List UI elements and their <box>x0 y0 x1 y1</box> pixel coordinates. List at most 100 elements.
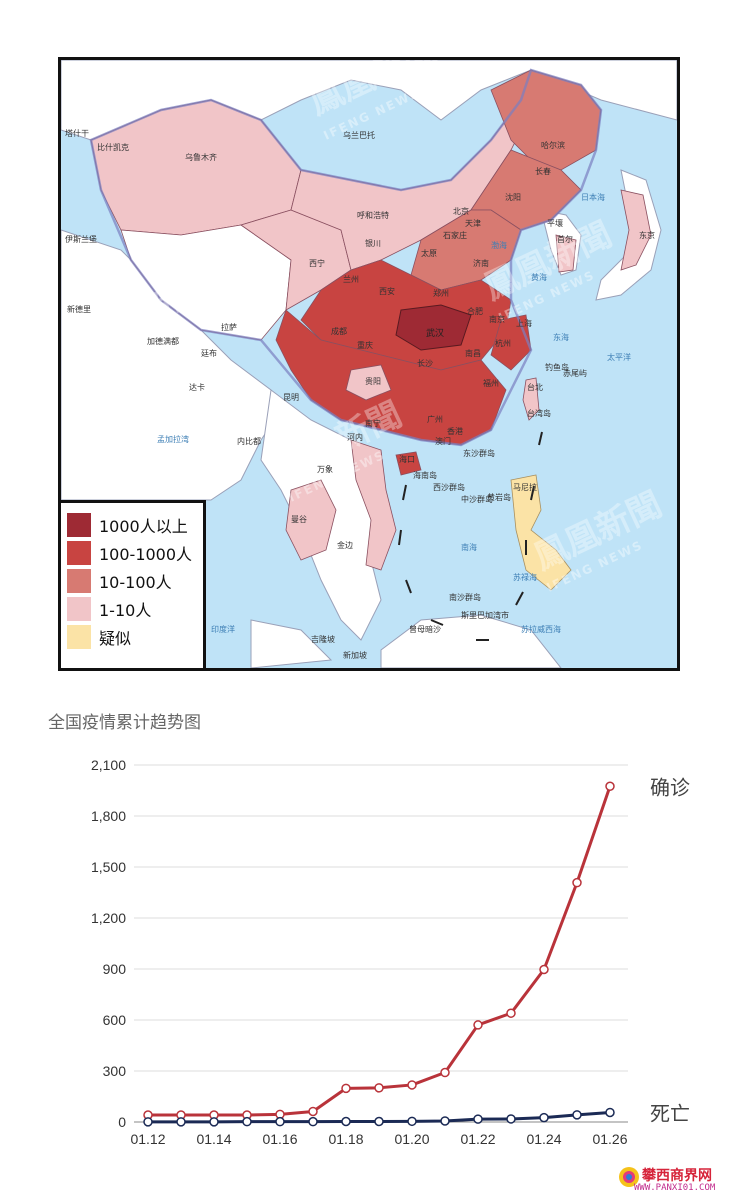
y-tick-label: 1,800 <box>91 808 126 824</box>
epidemic-map: 鳳凰新聞 IFENG NEWS 鳳凰新聞 IFENG NEWS 鳳凰新聞 IFE… <box>58 57 680 671</box>
region-japan-case <box>620 189 652 271</box>
city-label: 塔什干 <box>65 128 89 138</box>
city-label: 贵阳 <box>365 376 381 386</box>
region-philippines <box>510 474 572 591</box>
legend-swatch <box>67 513 91 537</box>
city-label: 曾母暗沙 <box>409 624 441 634</box>
city-label: 长春 <box>535 166 551 176</box>
city-label: 南宁 <box>365 418 381 428</box>
city-label: 澳门 <box>435 436 451 446</box>
city-label: 东沙群岛 <box>463 448 495 458</box>
sea-label: 印度洋 <box>211 624 235 634</box>
series-label-confirmed: 确诊 <box>650 775 690 799</box>
data-point <box>539 964 549 975</box>
map-canvas: 鳳凰新聞 IFENG NEWS 鳳凰新聞 IFENG NEWS 鳳凰新聞 IFE… <box>61 60 677 668</box>
data-point <box>176 1117 186 1127</box>
data-point <box>374 1116 384 1127</box>
city-label: 伊斯兰堡 <box>65 234 97 244</box>
city-label: 西宁 <box>309 258 325 268</box>
city-label: 广州 <box>427 414 443 424</box>
city-label: 济南 <box>473 258 489 268</box>
city-label: 赤尾屿 <box>563 369 587 378</box>
city-label: 东京 <box>639 230 655 240</box>
x-tick-label: 01.20 <box>394 1131 429 1147</box>
city-label: 马尼拉 <box>513 482 537 492</box>
x-tick-label: 01.24 <box>526 1131 561 1147</box>
city-label: 吉隆坡 <box>311 634 335 644</box>
city-label: 福州 <box>483 379 499 388</box>
legend-item: 100-1000人 <box>67 539 203 567</box>
city-label: 曼谷 <box>291 515 307 524</box>
city-label: 海南岛 <box>413 470 437 480</box>
series-line <box>148 785 612 1117</box>
city-label: 呼和浩特 <box>357 210 389 220</box>
city-label: 达卡 <box>189 382 205 392</box>
data-point <box>407 1116 417 1127</box>
x-tick-label: 01.16 <box>262 1131 297 1147</box>
y-tick-label: 900 <box>103 961 127 977</box>
data-point <box>341 1116 351 1127</box>
legend-swatch <box>67 625 91 649</box>
map-legend: 1000人以上 100-1000人 10-100人 1-10人 疑似 <box>61 500 206 668</box>
legend-swatch <box>67 541 91 565</box>
city-label: 中沙群岛 <box>461 494 493 504</box>
data-point <box>539 1112 549 1123</box>
sea-label: 东海 <box>553 332 569 342</box>
city-label: 乌兰巴托 <box>343 130 375 140</box>
site-logo: 攀西商界网 WWW.PANXI01.COM <box>618 1161 746 1198</box>
legend-swatch <box>67 569 91 593</box>
city-label: 廷布 <box>201 348 217 358</box>
city-label: 石家庄 <box>443 230 467 240</box>
data-point <box>242 1116 252 1127</box>
data-point <box>440 1116 450 1126</box>
data-point <box>143 1117 153 1127</box>
city-label: 钓鱼岛 <box>545 362 569 372</box>
city-label: 台湾岛 <box>527 408 551 418</box>
sea-labels: 渤海 黄海 东海 南海 日本海 太平洋 孟加拉湾 印度洋 苏禄海 苏拉威西海 <box>157 192 631 634</box>
legend-swatch <box>67 597 91 621</box>
city-label: 首尔 <box>557 234 573 244</box>
data-point <box>572 1110 582 1120</box>
data-point <box>605 781 615 791</box>
city-label: 合肥 <box>467 306 483 316</box>
sea-label: 南海 <box>461 542 477 552</box>
data-point <box>473 1020 483 1030</box>
city-label: 新德里 <box>67 304 91 314</box>
city-label: 台北 <box>527 382 543 392</box>
chart-axes: 0 300 600 900 1,200 1,500 1,800 2,100 01.12 01.14… <box>91 757 628 1147</box>
city-label: 香港 <box>447 426 463 436</box>
city-label: 拉萨 <box>221 322 237 332</box>
city-label: 新加坡 <box>343 650 367 660</box>
y-tick-label: 0 <box>118 1114 126 1130</box>
city-label: 平壤 <box>547 218 563 228</box>
data-point <box>275 1116 285 1127</box>
data-point <box>473 1114 483 1124</box>
logo-mark-icon <box>619 1167 639 1187</box>
region-thailand <box>285 479 337 561</box>
city-label: 长沙 <box>417 358 433 368</box>
legend-item: 1000人以上 <box>67 511 203 539</box>
data-point <box>209 1117 219 1127</box>
city-label: 沈阳 <box>505 192 521 202</box>
city-label: 南京 <box>489 314 505 324</box>
city-label: 比什凯克 <box>97 142 129 152</box>
china-border <box>89 68 603 447</box>
city-label: 斯里巴加湾市 <box>461 610 509 620</box>
city-label: 兰州 <box>343 274 359 284</box>
city-label: 西安 <box>379 286 395 296</box>
legend-item: 10-100人 <box>67 567 203 595</box>
city-label: 杭州 <box>495 338 511 348</box>
legend-label: 100-1000人 <box>99 545 193 564</box>
city-label: 金边 <box>337 540 353 550</box>
city-label: 内比都 <box>237 436 261 446</box>
sea-label: 日本海 <box>581 192 605 202</box>
city-label: 加德满都 <box>147 336 179 346</box>
city-label: 西沙群岛 <box>433 482 465 492</box>
city-label: 银川 <box>365 238 381 248</box>
data-point <box>506 1114 516 1124</box>
x-tick-label: 01.26 <box>592 1131 627 1147</box>
city-label: 郑州 <box>433 288 449 298</box>
city-label: 昆明 <box>283 393 299 402</box>
city-labels: 武汉 杭州 上海 南京 哈尔滨 长春 沈阳 北京 天津 石家庄 太原 济南 呼和… <box>65 128 655 660</box>
